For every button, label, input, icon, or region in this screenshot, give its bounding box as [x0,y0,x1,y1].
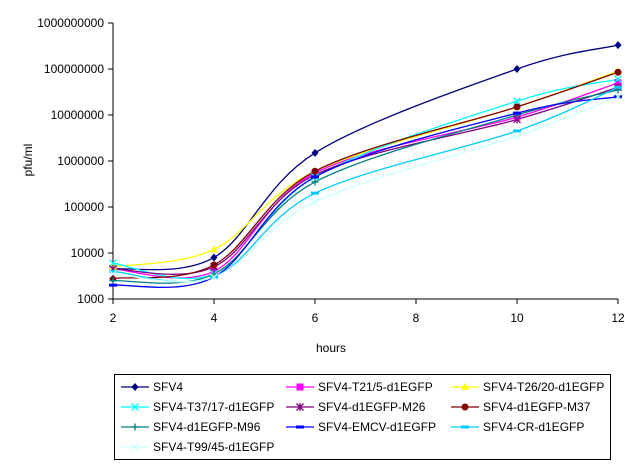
data-point [210,245,218,252]
legend-marker [462,404,469,411]
y-tick-label: 1000 [77,292,104,306]
data-point [312,198,319,205]
legend-swatch [450,381,480,393]
series-line [113,87,618,274]
legend-swatch [450,401,480,413]
series-lines [113,45,618,287]
legend-item: SFV4-T37/17-d1EGFP [120,398,274,416]
legend-label: SFV4-T21/5-d1EGFP [318,380,433,394]
legend-item: SFV4-d1EGFP-M26 [285,398,425,416]
data-point [514,65,521,73]
legend-item: SFV4-T99/45-d1EGFP [120,438,274,456]
data-point [312,168,319,175]
legend-item: SFV4-T21/5-d1EGFP [285,378,433,396]
x-tick-label: 12 [611,311,625,325]
legend-swatch [285,401,315,413]
legend-item: SFV4-d1EGFP-M96 [120,418,260,436]
data-point [311,192,319,195]
legend-item: SFV4-d1EGFP-M37 [450,398,590,416]
line-chart: 1000 10000 100000 1000000 10000000 100000000 1… [0,0,625,372]
series-line [113,87,618,281]
x-tick-label: 6 [312,311,319,325]
legend-item: SFV4-CR-d1EGFP [450,418,584,436]
x-ticks: 2 4 6 8 10 12 [110,299,625,325]
legend-marker [461,426,469,429]
data-point [109,284,117,287]
legend-label: SFV4-CR-d1EGFP [483,420,584,434]
legend-swatch [120,441,150,453]
series-line [113,45,618,270]
data-point [312,149,319,157]
legend-marker [132,383,139,391]
legend-label: SFV4 [153,380,183,394]
y-tick-label: 100000000 [44,62,104,76]
legend-marker [296,426,304,429]
series-line [113,97,618,288]
x-tick-label: 10 [510,311,524,325]
data-point [513,112,521,115]
data-point [211,261,218,268]
legend-item: SFV4 [120,378,183,396]
legend-swatch [285,381,315,393]
legend-label: SFV4-d1EGFP-M96 [153,420,260,434]
legend-label: SFV4-d1EGFP-M37 [483,400,590,414]
data-point [614,86,622,89]
legend-label: SFV4-T37/17-d1EGFP [153,400,274,414]
legend-marker [297,384,304,391]
y-tick-label: 10000 [71,246,105,260]
legend-label: SFV4-d1EGFP-M26 [318,400,425,414]
x-tick-label: 8 [413,311,420,325]
series-line [113,97,618,282]
y-tick-label: 1000000 [57,154,104,168]
series-line [113,90,618,283]
legend-label: SFV4-T26/20-d1EGFP [483,380,604,394]
series-line [113,72,618,278]
x-axis-title: hours [316,341,346,355]
y-tick-label: 100000 [64,200,104,214]
legend-swatch [120,421,150,433]
data-point [514,132,521,139]
y-tick-label: 10000000 [51,108,105,122]
legend-item: SFV4-T26/20-d1EGFP [450,378,604,396]
series-markers [109,41,622,287]
data-point [615,69,622,76]
legend-label: SFV4-T99/45-d1EGFP [153,440,274,454]
legend-swatch [120,401,150,413]
legend-swatch [285,421,315,433]
legend-swatch [450,421,480,433]
y-tick-label: 1000000000 [37,16,104,30]
data-point [211,253,218,261]
legend-item: SFV4-EMCV-d1EGFP [285,418,436,436]
x-tick-label: 2 [110,311,117,325]
legend-label: SFV4-EMCV-d1EGFP [318,420,436,434]
legend: SFV4 SFV4-T21/5-d1EGFP SFV4-T26/20-d1EGFP S… [114,374,611,460]
data-point [615,41,622,49]
x-tick-label: 4 [211,311,218,325]
data-point [311,175,319,178]
y-axis-title: pfu/ml [21,144,35,177]
data-point [513,129,521,132]
legend-swatch [120,381,150,393]
y-ticks: 1000 10000 100000 1000000 10000000 100000000 1… [37,16,113,306]
data-point [514,103,521,110]
legend-marker [132,424,139,431]
series-line [113,71,618,267]
